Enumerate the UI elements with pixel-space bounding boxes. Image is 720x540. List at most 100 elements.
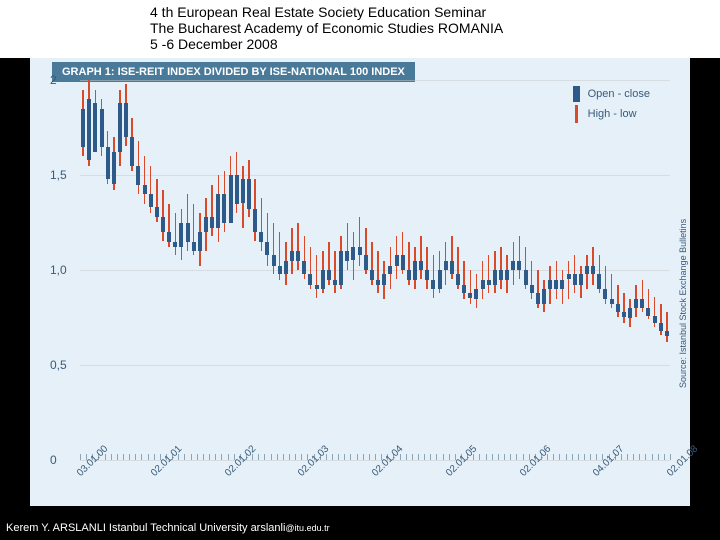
x-tick bbox=[277, 454, 278, 460]
high-low-bar bbox=[519, 236, 521, 280]
x-tick bbox=[264, 454, 265, 460]
footer-email: @itu.edu.tr bbox=[285, 523, 329, 533]
open-close-bar bbox=[388, 266, 392, 274]
x-tick bbox=[596, 454, 597, 460]
open-close-bar bbox=[284, 261, 288, 274]
open-close-bar bbox=[530, 285, 534, 293]
open-close-bar bbox=[425, 270, 429, 280]
open-close-bar bbox=[222, 194, 226, 223]
high-low-bar bbox=[347, 223, 349, 271]
open-close-bar bbox=[302, 261, 306, 274]
x-axis-label: 04.01.07 bbox=[591, 443, 626, 478]
open-close-bar bbox=[241, 179, 245, 204]
y-axis-label: 0 bbox=[50, 453, 57, 467]
chart-title: GRAPH 1: ISE-REIT INDEX DIVIDED BY ISE-N… bbox=[52, 62, 415, 82]
x-tick bbox=[627, 454, 628, 460]
open-close-bar bbox=[548, 280, 552, 290]
open-close-bar bbox=[444, 261, 448, 271]
open-close-bar bbox=[345, 251, 349, 261]
open-close-bar bbox=[149, 194, 153, 207]
x-tick bbox=[584, 454, 585, 460]
x-tick bbox=[578, 454, 579, 460]
footer: Kerem Y. ARSLANLI Istanbul Technical Uni… bbox=[6, 522, 330, 534]
x-tick bbox=[283, 454, 284, 460]
open-close-bar bbox=[505, 270, 509, 280]
open-close-bar bbox=[204, 217, 208, 232]
x-tick bbox=[670, 454, 671, 460]
x-tick bbox=[344, 454, 345, 460]
x-tick bbox=[123, 454, 124, 460]
open-close-bar bbox=[450, 261, 454, 274]
open-close-bar bbox=[100, 109, 104, 147]
open-close-bar bbox=[524, 270, 528, 285]
open-close-bar bbox=[253, 209, 257, 232]
x-axis-label: 02.01.02 bbox=[223, 443, 258, 478]
x-tick bbox=[412, 454, 413, 460]
open-close-bar bbox=[296, 251, 300, 261]
open-close-bar bbox=[118, 103, 122, 152]
open-close-bar bbox=[554, 280, 558, 290]
open-close-bar bbox=[665, 331, 669, 337]
x-tick bbox=[523, 454, 524, 460]
header-line-2: The Bucharest Academy of Economic Studie… bbox=[150, 20, 503, 36]
open-close-bar bbox=[640, 299, 644, 309]
x-tick bbox=[350, 454, 351, 460]
x-tick bbox=[295, 454, 296, 460]
open-close-bar bbox=[358, 247, 362, 255]
open-close-bar bbox=[413, 261, 417, 280]
high-low-bar bbox=[623, 293, 625, 323]
open-close-bar bbox=[579, 274, 583, 285]
open-close-bar bbox=[591, 266, 595, 274]
open-close-bar bbox=[327, 270, 331, 280]
high-low-bar bbox=[175, 213, 177, 255]
open-close-bar bbox=[634, 299, 638, 309]
x-tick bbox=[572, 454, 573, 460]
high-low-bar bbox=[666, 312, 668, 342]
header: 4 th European Real Estate Society Educat… bbox=[150, 4, 503, 52]
high-low-bar bbox=[316, 255, 318, 299]
x-tick bbox=[559, 454, 560, 460]
high-low-bar bbox=[531, 261, 533, 299]
x-axis-label: 02.01.06 bbox=[518, 443, 553, 478]
x-tick bbox=[406, 454, 407, 460]
x-tick bbox=[492, 454, 493, 460]
x-tick bbox=[479, 454, 480, 460]
open-close-bar bbox=[395, 255, 399, 266]
open-close-bar bbox=[315, 285, 319, 289]
x-tick bbox=[436, 454, 437, 460]
open-close-bar bbox=[192, 242, 196, 252]
open-close-bar bbox=[229, 175, 233, 223]
open-close-bar bbox=[493, 270, 497, 285]
open-close-bar bbox=[536, 293, 540, 304]
x-tick bbox=[148, 454, 149, 460]
open-close-bar bbox=[93, 103, 97, 152]
x-axis-label: 02.01.05 bbox=[444, 443, 479, 478]
open-close-bar bbox=[351, 247, 355, 260]
open-close-bar bbox=[560, 280, 564, 290]
y-axis-label: 1,5 bbox=[50, 168, 67, 182]
open-close-bar bbox=[124, 103, 128, 137]
y-axis-label: 0,5 bbox=[50, 358, 67, 372]
x-tick bbox=[184, 454, 185, 460]
high-low-bar bbox=[463, 261, 465, 299]
x-tick bbox=[510, 454, 511, 460]
high-low-bar bbox=[377, 251, 379, 293]
high-low-bar bbox=[426, 247, 428, 289]
x-tick bbox=[228, 454, 229, 460]
open-close-bar bbox=[646, 308, 650, 316]
open-close-bar bbox=[610, 299, 614, 305]
high-low-bar bbox=[617, 285, 619, 317]
x-axis-label: 02.01.01 bbox=[149, 443, 184, 478]
high-low-bar bbox=[261, 198, 263, 251]
header-line-1: 4 th European Real Estate Society Educat… bbox=[150, 4, 503, 20]
x-tick bbox=[141, 454, 142, 460]
open-close-bar bbox=[143, 185, 147, 195]
open-close-bar bbox=[278, 266, 282, 274]
header-line-3: 5 -6 December 2008 bbox=[150, 36, 503, 52]
open-close-bar bbox=[216, 194, 220, 228]
chart-panel: GRAPH 1: ISE-REIT INDEX DIVIDED BY ISE-N… bbox=[30, 58, 690, 506]
open-close-bar bbox=[259, 232, 263, 242]
open-close-bar bbox=[87, 99, 91, 160]
x-tick bbox=[553, 454, 554, 460]
high-low-bar bbox=[568, 261, 570, 299]
